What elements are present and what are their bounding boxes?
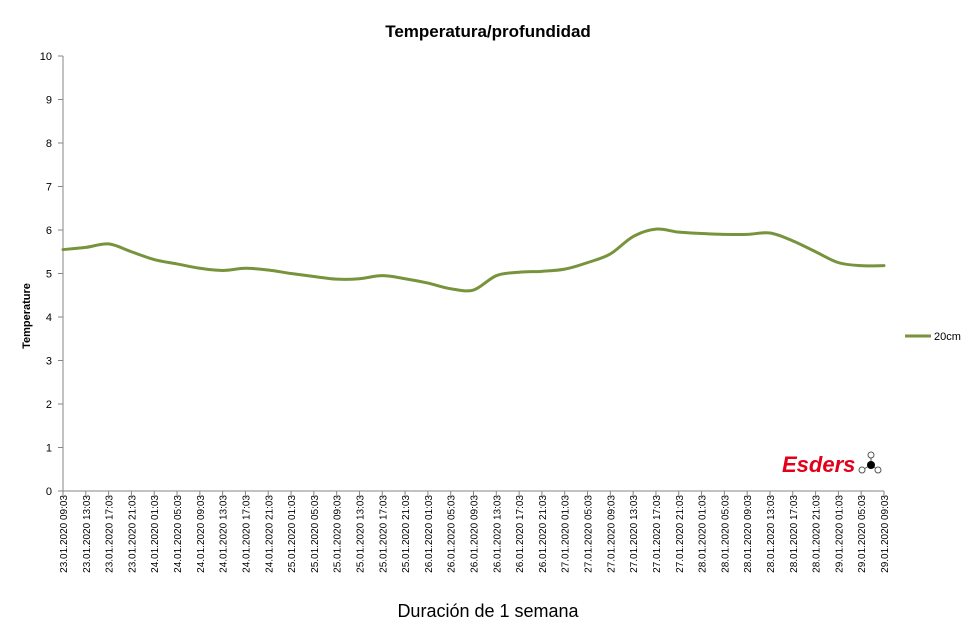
series-line-20cm xyxy=(61,227,886,293)
y-tick-label: 9 xyxy=(46,95,52,107)
x-tick-label: 28.01.2020 21:03 xyxy=(812,495,823,573)
esders-logo: Esders xyxy=(782,451,882,477)
y-axis-label: Temperature xyxy=(21,283,33,349)
x-tick-label: 23.01.2020 17:03 xyxy=(105,495,116,573)
y-tick-label: 3 xyxy=(46,356,52,368)
x-tick-label: 29.01.2020 01:03 xyxy=(834,495,845,573)
x-tick-label: 23.01.2020 21:03 xyxy=(127,495,138,573)
x-tick-label: 27.01.2020 17:03 xyxy=(652,495,663,573)
legend-label-20cm: 20cm xyxy=(934,331,961,343)
x-tick-label: 25.01.2020 09:03 xyxy=(333,495,344,573)
x-tick-label: 25.01.2020 05:03 xyxy=(310,495,321,573)
y-tick-label: 5 xyxy=(46,269,52,281)
x-tick-label: 23.01.2020 13:03 xyxy=(82,495,93,573)
y-tick-label: 1 xyxy=(46,443,52,455)
series-layer xyxy=(61,227,886,293)
y-tick-label: 4 xyxy=(46,312,52,324)
x-tick-label: 26.01.2020 21:03 xyxy=(538,495,549,573)
y-tick-label: 8 xyxy=(46,138,52,150)
x-tick-label: 24.01.2020 13:03 xyxy=(219,495,230,573)
x-tick-label: 24.01.2020 17:03 xyxy=(241,495,252,573)
x-tick-label: 29.01.2020 05:03 xyxy=(857,495,868,573)
x-tick-label: 28.01.2020 17:03 xyxy=(789,495,800,573)
y-tick-label: 7 xyxy=(46,182,52,194)
y-tick-label: 0 xyxy=(46,486,52,498)
x-tick-label: 24.01.2020 01:03 xyxy=(150,495,161,573)
y-tick-label: 6 xyxy=(46,225,52,237)
x-tick-label: 26.01.2020 09:03 xyxy=(470,495,481,573)
x-axis-label: Duración de 1 semana xyxy=(397,601,579,621)
x-tick-label: 26.01.2020 17:03 xyxy=(515,495,526,573)
x-tick-label: 27.01.2020 01:03 xyxy=(561,495,572,573)
x-tick-label: 26.01.2020 01:03 xyxy=(424,495,435,573)
x-tick-label: 28.01.2020 01:03 xyxy=(698,495,709,573)
x-tick-label: 27.01.2020 09:03 xyxy=(606,495,617,573)
x-tick-label: 28.01.2020 13:03 xyxy=(766,495,777,573)
x-tick-label: 28.01.2020 09:03 xyxy=(743,495,754,573)
legend: 20cm xyxy=(905,331,961,343)
x-tick-label: 24.01.2020 05:03 xyxy=(173,495,184,573)
x-tick-label: 25.01.2020 01:03 xyxy=(287,495,298,573)
x-tick-label: 26.01.2020 13:03 xyxy=(492,495,503,573)
x-tick-label: 27.01.2020 05:03 xyxy=(584,495,595,573)
x-tick-label: 26.01.2020 05:03 xyxy=(447,495,458,573)
x-tick-label: 27.01.2020 21:03 xyxy=(675,495,686,573)
x-tick-label: 25.01.2020 21:03 xyxy=(401,495,412,573)
molecule-icon xyxy=(858,451,882,474)
x-tick-label: 23.01.2020 09:03 xyxy=(59,495,70,573)
logo-text: Esders xyxy=(782,452,855,477)
y-axis: 0 1 2 3 4 5 6 7 8 9 10 xyxy=(40,51,64,498)
x-tick-label: 27.01.2020 13:03 xyxy=(629,495,640,573)
x-axis: 23.01.2020 09:03 23.01.2020 13:03 23.01.20… xyxy=(59,490,891,573)
chart-title: Temperatura/profundidad xyxy=(385,22,591,41)
y-tick-label: 10 xyxy=(40,51,52,63)
x-tick-label: 24.01.2020 21:03 xyxy=(264,495,275,573)
x-tick-label: 24.01.2020 09:03 xyxy=(196,495,207,573)
x-tick-label: 28.01.2020 05:03 xyxy=(720,495,731,573)
x-tick-label: 25.01.2020 17:03 xyxy=(378,495,389,573)
x-tick-label: 29.01.2020 09:03 xyxy=(880,495,891,573)
x-tick-label: 25.01.2020 13:03 xyxy=(355,495,366,573)
y-tick-label: 2 xyxy=(46,399,52,411)
